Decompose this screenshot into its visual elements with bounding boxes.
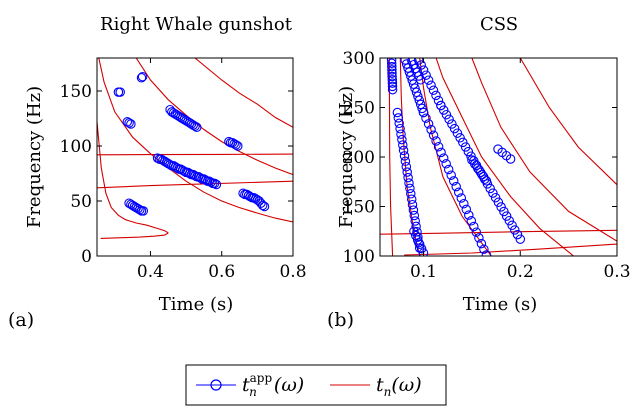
panel-a-xtick-label: 0.8: [279, 262, 306, 282]
panel-b-ylabel: Frequency (Hz): [336, 86, 357, 228]
legend-approx-sub: n: [249, 385, 257, 399]
panel-a-title: Right Whale gunshot: [100, 14, 293, 35]
panel-a-xtick-label: 0.4: [137, 262, 164, 282]
legend-tn-sub: n: [384, 385, 392, 399]
panel-b-xtick-label: 0.1: [410, 262, 437, 282]
panel-b-ytick-label: 300: [343, 49, 375, 69]
panel-a-ytick-label: 100: [60, 137, 92, 157]
panel-a-ylabel: Frequency (Hz): [24, 86, 45, 228]
panel-b-markers: [387, 56, 524, 259]
panel-a-curve-4: [99, 58, 293, 222]
panel-b-xlabel: Time (s): [463, 294, 538, 315]
panel-a-xtick-label: 0.6: [208, 262, 235, 282]
legend-approx-sup: app: [250, 371, 273, 385]
panel-b-marker: [427, 81, 435, 89]
legend-tn-arg: (ω): [391, 374, 421, 396]
panel-b-marker: [432, 91, 440, 99]
legend-approx-arg: (ω): [274, 374, 304, 396]
panel-a-curve-1: [101, 233, 169, 239]
panel-b-xtick-label: 0.3: [603, 262, 630, 282]
panel-b-ytick-label: 100: [343, 247, 375, 267]
panel-a-label: (a): [8, 309, 34, 331]
panel-b-label: (b): [327, 309, 354, 331]
panel-a-curves: [97, 58, 293, 238]
panel-a-ytick-label: 0: [81, 247, 92, 267]
panel-a-ytick-label: 50: [70, 192, 92, 212]
panel-a-xlabel: Time (s): [159, 294, 234, 315]
panel-b-curve-5: [520, 58, 617, 185]
panel-a-curve-0: [97, 122, 168, 233]
legend: tapp n (ω) tn(ω): [186, 365, 446, 405]
panel-b-marker: [434, 96, 442, 104]
panel-b-marker: [429, 86, 437, 94]
panel-a: Right Whale gunshot 0.4 0.6 0.8 0 50 100 150 T…: [8, 14, 307, 331]
panel-b-title: CSS: [480, 14, 518, 35]
panel-a-curve-6: [195, 58, 293, 127]
panel-b-curve-7: [404, 244, 617, 255]
panel-a-frame: [97, 58, 293, 256]
panel-a-curve-3: [97, 154, 293, 155]
panel-a-ytick-label: 150: [60, 82, 92, 102]
legend-tn-label: tn(ω): [376, 374, 422, 399]
panel-b-marker: [424, 76, 432, 84]
panel-b-curve-3: [436, 58, 573, 256]
panel-b-ticks: 0.1 0.2 0.3 100 150 200 250 300: [343, 49, 631, 282]
panel-a-markers: [114, 73, 268, 216]
panel-b-xtick-label: 0.2: [507, 262, 534, 282]
panel-a-marker: [257, 199, 265, 207]
legend-approx-label: tapp n (ω): [242, 371, 304, 399]
panel-b: CSS 0.1 0.2 0.3 100 150 200 250 300 Time (s) Fr…: [327, 14, 631, 331]
